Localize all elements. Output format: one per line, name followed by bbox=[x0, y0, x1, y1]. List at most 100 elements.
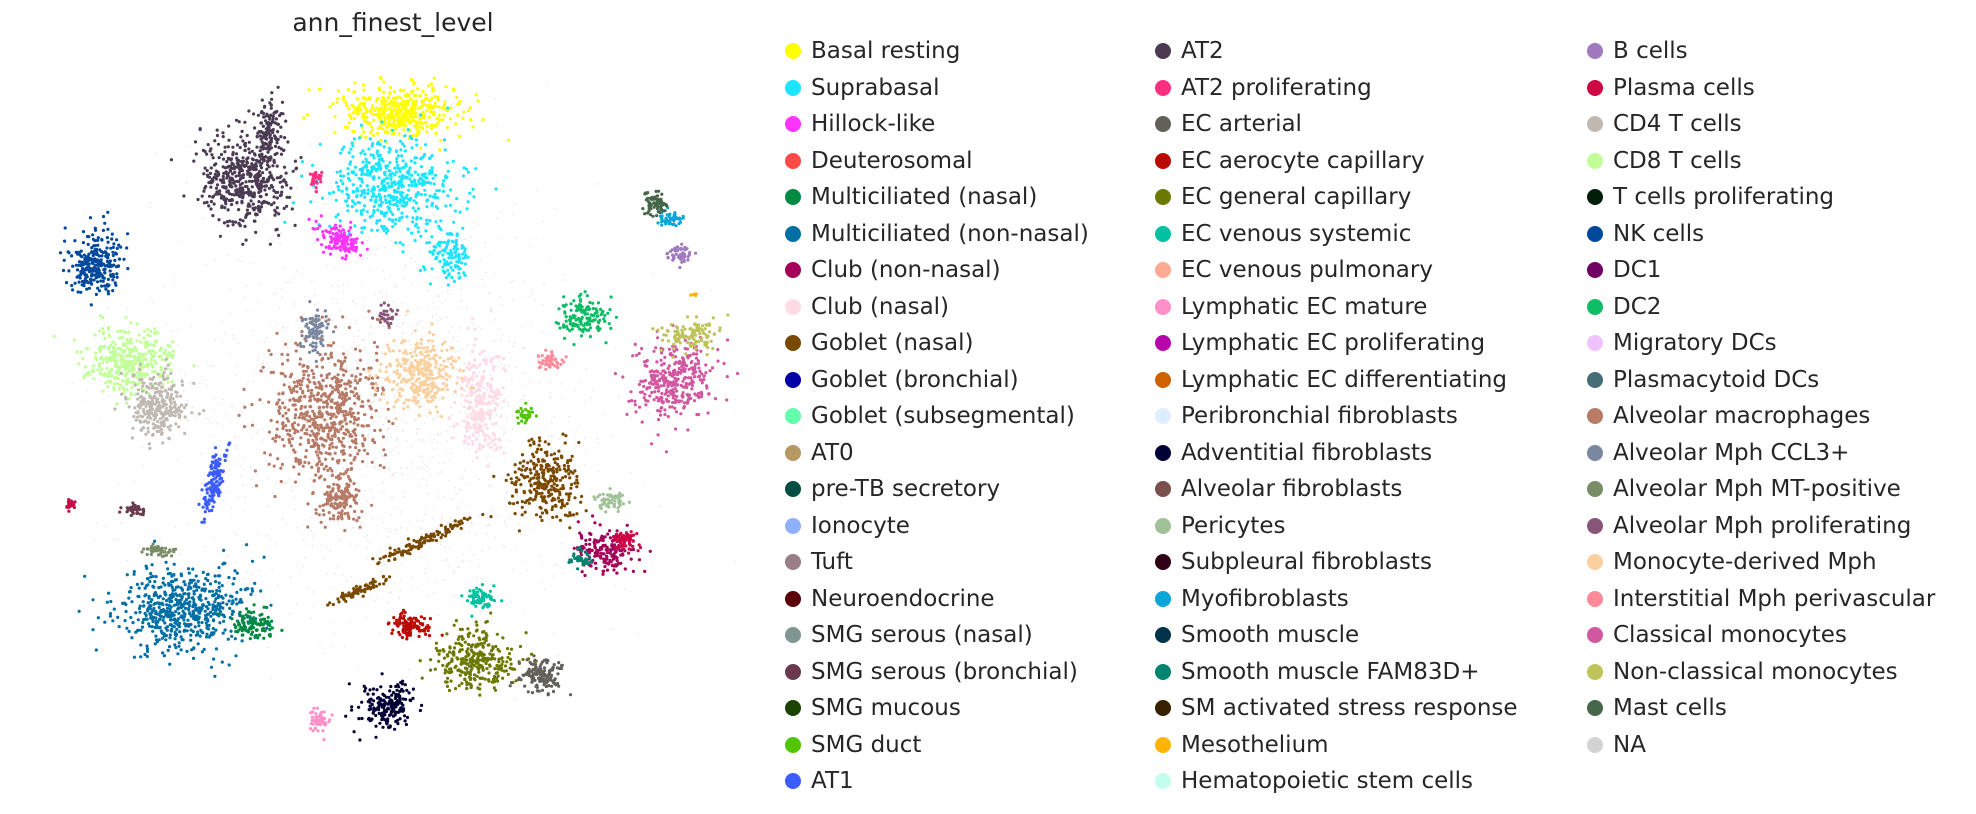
legend-item: NK cells bbox=[1587, 216, 1704, 252]
legend-item: Alveolar fibroblasts bbox=[1155, 471, 1402, 507]
cluster-plasma-cells bbox=[611, 530, 643, 555]
legend-item: Club (non-nasal) bbox=[785, 252, 1001, 288]
legend-marker bbox=[1155, 408, 1171, 424]
legend-item: Peribronchial fibroblasts bbox=[1155, 398, 1458, 434]
legend-label: Lymphatic EC proliferating bbox=[1181, 330, 1486, 356]
legend-marker bbox=[1587, 444, 1603, 461]
legend-item: Mesothelium bbox=[1155, 727, 1329, 763]
legend-label: Basal resting bbox=[811, 38, 961, 64]
embedding-scatter bbox=[52, 76, 740, 742]
legend-marker bbox=[1155, 627, 1171, 643]
cluster-at2 bbox=[254, 85, 288, 171]
legend-marker bbox=[785, 590, 801, 607]
legend-item: SMG duct bbox=[785, 727, 921, 763]
legend-label: Hillock-like bbox=[811, 111, 936, 137]
legend-label: AT0 bbox=[811, 439, 854, 466]
legend-item: Multiciliated (non-nasal) bbox=[785, 216, 1089, 252]
legend-label: Club (non-nasal) bbox=[811, 257, 1001, 283]
legend-item: CD8 T cells bbox=[1587, 143, 1742, 179]
legend-marker bbox=[1155, 79, 1171, 96]
legend-marker bbox=[1587, 481, 1603, 497]
legend-label: Goblet (nasal) bbox=[811, 330, 974, 356]
legend-label: Alveolar Mph CCL3+ bbox=[1613, 439, 1850, 466]
cluster-nk-cells bbox=[58, 210, 130, 307]
legend-marker bbox=[785, 663, 801, 680]
legend-label: Subpleural fibroblasts bbox=[1181, 549, 1432, 575]
legend-item: EC venous systemic bbox=[1155, 216, 1411, 252]
legend-label: Smooth muscle bbox=[1181, 622, 1360, 648]
legend-item: Lymphatic EC differentiating bbox=[1155, 362, 1507, 398]
legend-marker bbox=[1155, 225, 1171, 242]
legend-item: Lymphatic EC proliferating bbox=[1155, 325, 1485, 361]
legend-item: Suprabasal bbox=[785, 70, 940, 106]
legend-marker bbox=[785, 627, 801, 643]
cluster-at1 bbox=[197, 441, 232, 524]
legend-item: Subpleural fibroblasts bbox=[1155, 544, 1432, 580]
legend-label: NK cells bbox=[1613, 220, 1705, 247]
cluster-dc2 bbox=[554, 290, 619, 347]
legend-label: Classical monocytes bbox=[1613, 622, 1847, 648]
legend-marker bbox=[785, 298, 801, 315]
cluster-b-cells bbox=[665, 242, 698, 270]
legend-marker bbox=[1587, 116, 1603, 132]
legend-item: Smooth muscle bbox=[1155, 617, 1359, 653]
legend-item: Hillock-like bbox=[785, 106, 935, 142]
legend-item: Smooth muscle FAM83D+ bbox=[1155, 654, 1479, 690]
legend-marker bbox=[785, 700, 801, 716]
legend-item: Lymphatic EC mature bbox=[1155, 289, 1427, 325]
legend-item: Tuft bbox=[785, 544, 853, 580]
cluster-hillock-like bbox=[307, 214, 369, 261]
cluster-smg-serous-bronchial- bbox=[118, 501, 146, 518]
legend-marker bbox=[1155, 590, 1171, 607]
legend-label: Migratory DCs bbox=[1613, 330, 1777, 356]
legend-marker bbox=[785, 335, 801, 351]
legend-label: Myofibroblasts bbox=[1181, 585, 1349, 612]
legend-item: Myofibroblasts bbox=[1155, 581, 1349, 617]
legend-marker bbox=[785, 152, 801, 169]
legend-marker bbox=[785, 116, 801, 132]
cluster-non-classical-monocytes bbox=[651, 313, 730, 359]
legend-marker bbox=[1587, 590, 1603, 607]
legend-label: Smooth muscle FAM83D+ bbox=[1181, 658, 1480, 685]
legend-item: T cells proliferating bbox=[1587, 179, 1834, 215]
legend-marker bbox=[785, 517, 801, 534]
legend-marker bbox=[785, 481, 801, 497]
legend-label: Alveolar Mph proliferating bbox=[1613, 512, 1912, 539]
legend-label: EC general capillary bbox=[1181, 184, 1412, 210]
legend-item: EC general capillary bbox=[1155, 179, 1411, 215]
legend-item: Adventitial fibroblasts bbox=[1155, 435, 1432, 471]
legend-label: EC arterial bbox=[1181, 111, 1302, 137]
legend-label: EC venous systemic bbox=[1181, 220, 1412, 247]
cluster-plasma-cells bbox=[65, 498, 77, 513]
legend-marker bbox=[785, 225, 801, 242]
legend-marker bbox=[1587, 189, 1603, 205]
legend-item: B cells bbox=[1587, 33, 1688, 69]
cluster-goblet-nasal- bbox=[371, 512, 493, 566]
cluster-alveolar-mph-mt-positive bbox=[140, 542, 178, 558]
legend-item: EC aerocyte capillary bbox=[1155, 143, 1425, 179]
legend-label: SMG mucous bbox=[811, 695, 961, 721]
cluster-ec-venous-systemic bbox=[460, 583, 504, 618]
legend-label: Plasmacytoid DCs bbox=[1613, 366, 1820, 393]
cluster-alveolar-macrophages bbox=[237, 309, 395, 533]
legend-marker bbox=[1587, 627, 1603, 643]
legend-marker bbox=[1155, 298, 1171, 315]
cluster-suprabasal bbox=[283, 106, 498, 254]
legend-marker bbox=[1155, 116, 1171, 132]
legend-item: SM activated stress response bbox=[1155, 690, 1518, 726]
legend-marker bbox=[1155, 736, 1171, 753]
legend-label: Suprabasal bbox=[811, 74, 940, 101]
legend-marker bbox=[1155, 700, 1171, 716]
legend-marker bbox=[1155, 371, 1171, 388]
legend-label: AT2 bbox=[1181, 38, 1224, 64]
legend-marker bbox=[785, 773, 801, 789]
legend-label: Multiciliated (non-nasal) bbox=[811, 220, 1089, 247]
cluster-smg-duct bbox=[515, 401, 538, 425]
legend-marker bbox=[1587, 736, 1603, 753]
legend-item: Deuterosomal bbox=[785, 143, 973, 179]
legend-label: Plasma cells bbox=[1613, 74, 1755, 101]
cluster-monocyte-derived-mph bbox=[367, 309, 475, 421]
legend-item: Basal resting bbox=[785, 33, 960, 69]
legend-marker bbox=[1587, 408, 1603, 424]
